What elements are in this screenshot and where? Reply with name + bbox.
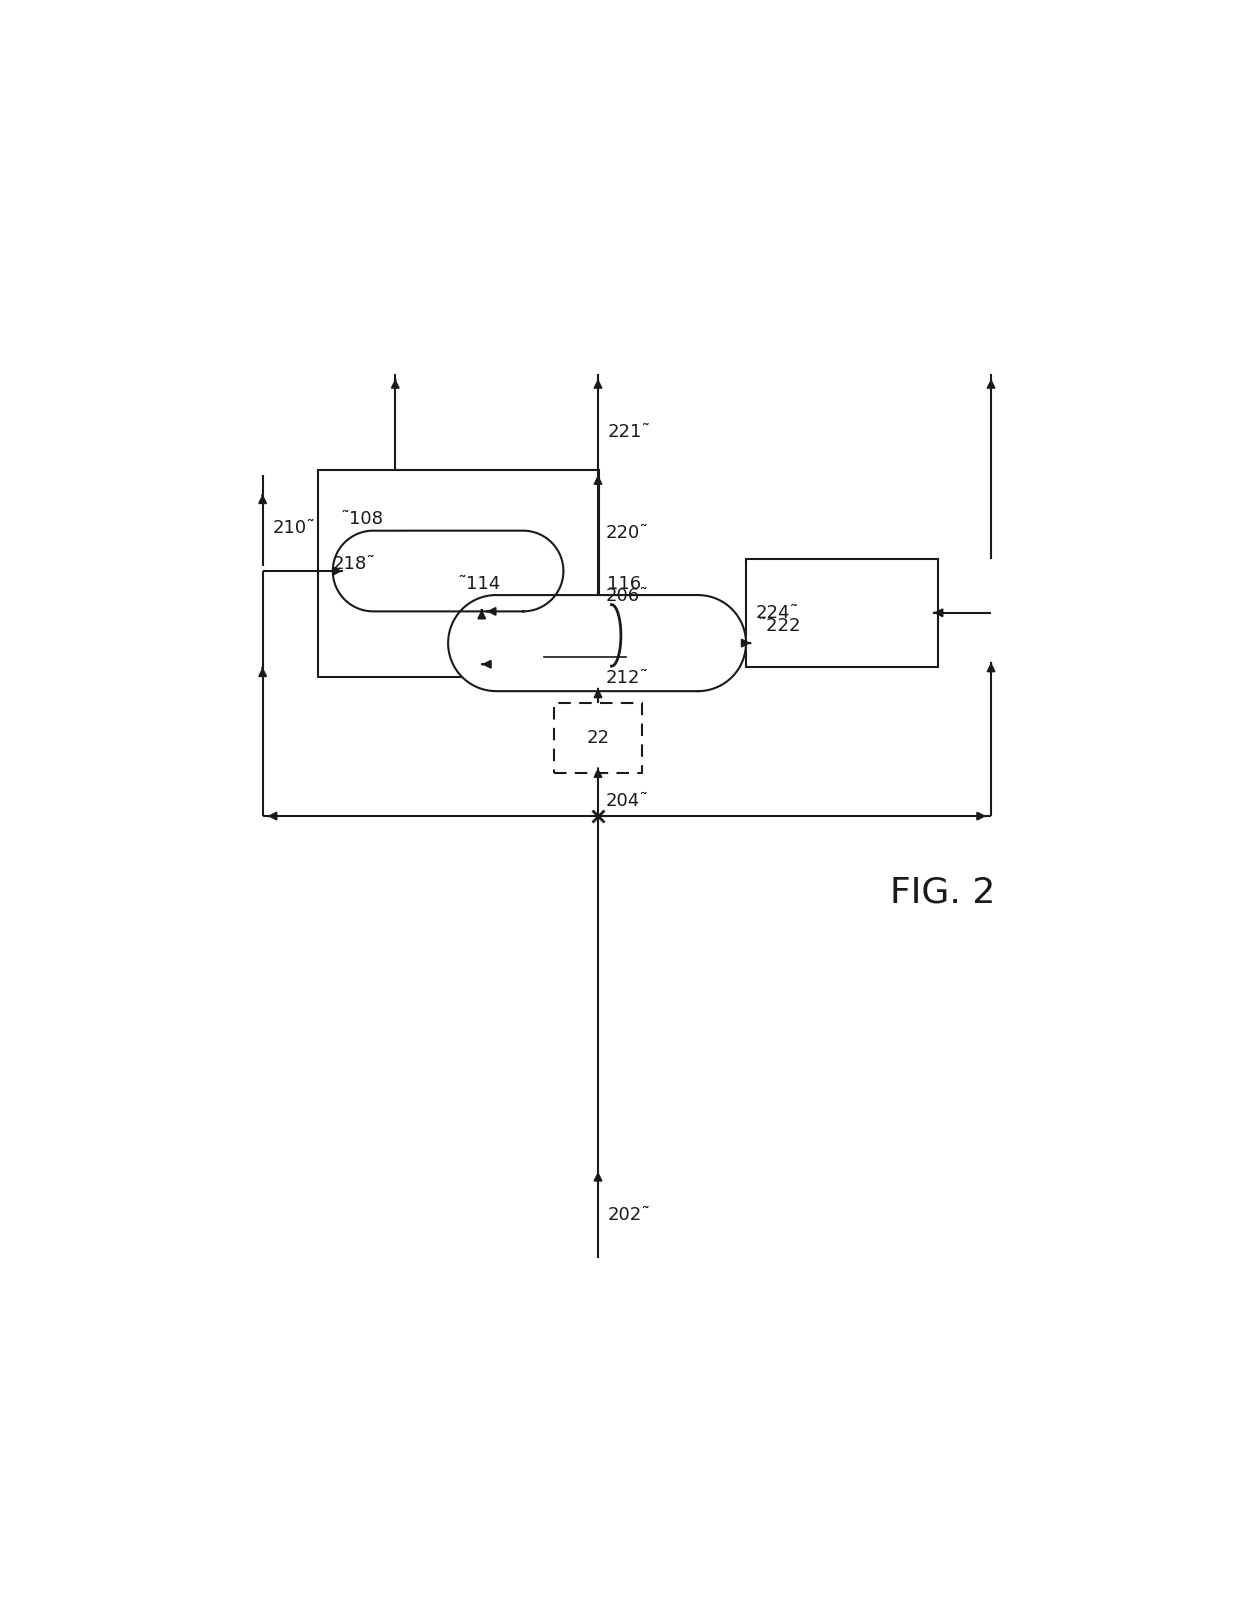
Text: 212˜: 212˜ <box>605 669 649 687</box>
Text: 116: 116 <box>606 575 641 593</box>
Text: 218˜: 218˜ <box>332 554 376 572</box>
Text: 221˜: 221˜ <box>608 423 651 441</box>
Text: FIG. 2: FIG. 2 <box>890 876 996 910</box>
Text: 206˜: 206˜ <box>605 587 649 604</box>
Polygon shape <box>332 530 563 611</box>
Text: 202˜: 202˜ <box>608 1206 651 1223</box>
Text: 220˜: 220˜ <box>605 524 649 541</box>
Text: 204˜: 204˜ <box>605 792 649 810</box>
Polygon shape <box>448 595 746 692</box>
Text: 224˜: 224˜ <box>755 604 799 622</box>
Text: 210˜: 210˜ <box>273 519 315 537</box>
Text: ˜108: ˜108 <box>341 511 383 528</box>
Text: ˜114: ˜114 <box>458 575 501 593</box>
Text: ˜222: ˜222 <box>758 617 801 635</box>
Text: 22: 22 <box>587 729 610 747</box>
